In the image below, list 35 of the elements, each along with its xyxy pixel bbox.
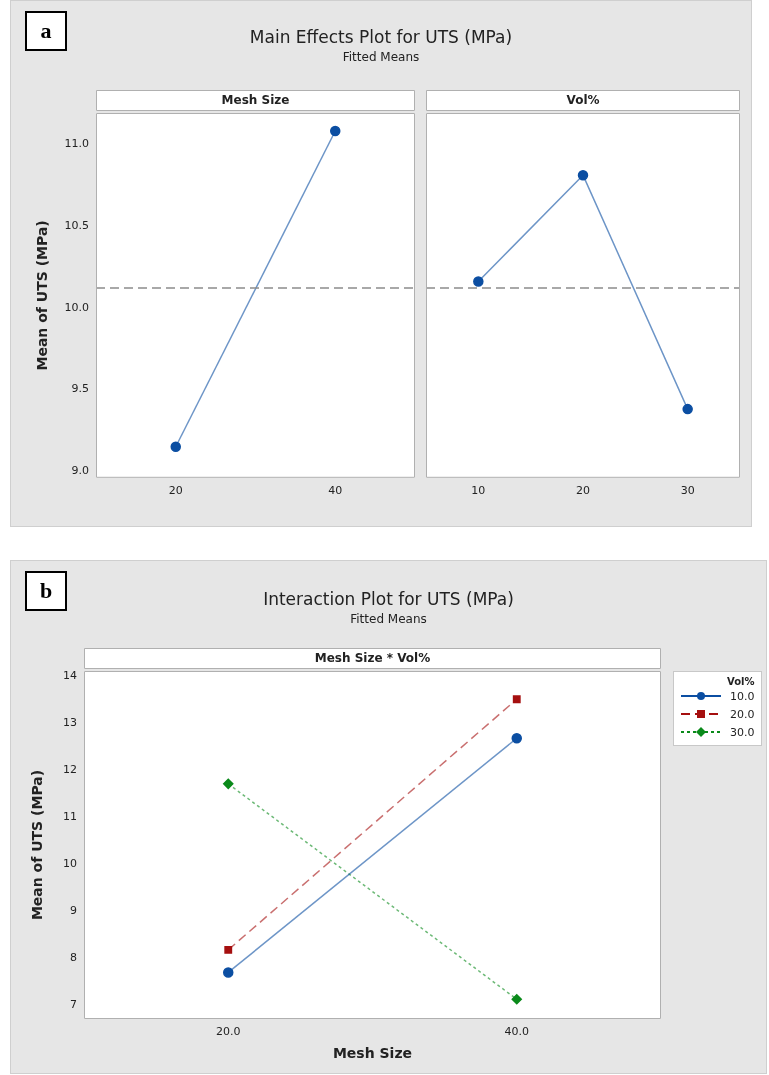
- x-tick-label: 30: [680, 484, 695, 498]
- chart-title: Interaction Plot for UTS (MPa): [263, 589, 514, 609]
- y-tick-label: 13: [63, 715, 77, 729]
- y-tick-label: 12: [63, 762, 77, 776]
- y-tick-label: 11: [63, 809, 77, 823]
- y-tick-label: 7: [70, 997, 77, 1011]
- y-tick-label: 9: [70, 903, 77, 917]
- text: b: [25, 571, 67, 611]
- y-tick-label: 9.0: [71, 464, 89, 478]
- text: Mesh Size * Vol%: [314, 651, 431, 666]
- x-tick-label: 20: [576, 484, 590, 498]
- x-axis-title: Mesh Size: [332, 1045, 413, 1062]
- y-tick-label: 10: [63, 856, 77, 870]
- y-tick-label: 8: [70, 950, 77, 964]
- y-tick-label: 10.0: [64, 300, 89, 314]
- y-tick-label: 9.5: [71, 382, 89, 396]
- x-tick-label: 20: [168, 484, 183, 498]
- legend-title: Vol%: [726, 676, 755, 687]
- legend-label: 10.0: [730, 689, 755, 703]
- y-tick-label: 11.0: [64, 136, 89, 150]
- y-axis-title: Mean of UTS (MPa): [29, 769, 46, 921]
- legend-label: 20.0: [730, 707, 755, 721]
- x-axis-title: Vol%: [566, 93, 600, 108]
- legend-label: 30.0: [730, 725, 755, 739]
- x-axis-title: Mesh Size: [221, 93, 290, 108]
- y-tick-label: 14: [63, 668, 77, 682]
- chart-subtitle: Fitted Means: [349, 612, 428, 626]
- chart-subtitle: Fitted Means: [341, 50, 421, 64]
- x-tick-label: 40: [328, 484, 343, 498]
- x-tick-label: 40.0: [504, 1025, 529, 1039]
- chart-title: Main Effects Plot for UTS (MPa): [249, 27, 513, 47]
- y-axis-title: Mean of UTS (MPa): [34, 220, 51, 371]
- x-tick-label: 10: [471, 484, 486, 498]
- text: a: [25, 11, 67, 51]
- y-tick-label: 10.5: [64, 218, 89, 232]
